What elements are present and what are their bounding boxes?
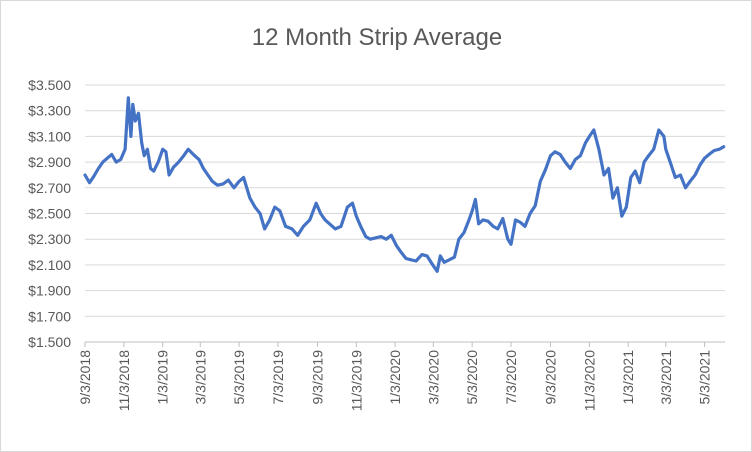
x-tick-label: 3/3/2021 (658, 350, 674, 405)
x-tick-label: 9/3/2019 (309, 350, 325, 405)
x-tick-label: 7/3/2019 (270, 350, 286, 405)
x-tick-label: 9/3/2018 (77, 350, 93, 405)
y-tick-label: $2.500 (28, 206, 71, 222)
x-tick-label: 1/3/2021 (620, 350, 636, 405)
x-tick-label: 3/3/2019 (192, 350, 208, 405)
x-axis-tick-labels: 9/3/2018 11/3/2018 1/3/2019 3/3/2019 5/3/201… (77, 342, 713, 411)
y-tick-label: $2.900 (28, 154, 71, 170)
y-tick-label: $3.500 (28, 77, 71, 93)
y-tick-label: $2.300 (28, 231, 71, 247)
x-tick-label: 1/3/2019 (155, 350, 171, 405)
series-line (83, 96, 726, 273)
x-tick-label: 5/3/2019 (231, 350, 247, 405)
y-tick-label: $3.300 (28, 103, 71, 119)
y-tick-label: $1.500 (28, 334, 71, 350)
x-tick-label: 11/3/2018 (116, 350, 132, 411)
y-tick-label: $2.700 (28, 180, 71, 196)
x-tick-label: 1/3/2020 (387, 350, 403, 405)
x-tick-label: 5/3/2021 (697, 350, 713, 405)
chart-title: 12 Month Strip Average (252, 24, 502, 51)
y-tick-label: $2.100 (28, 257, 71, 273)
x-tick-label: 11/3/2019 (348, 350, 364, 411)
x-tick-label: 5/3/2020 (464, 350, 480, 405)
x-tick-label: 7/3/2020 (503, 350, 519, 405)
gridlines (85, 84, 725, 317)
x-tick-label: 9/3/2020 (543, 350, 559, 405)
y-axis-tick-labels: $1.500 $1.700 $1.900 $2.100 $2.300 $2.500 $2.7… (28, 77, 71, 350)
series-group (83, 96, 726, 273)
y-tick-label: $1.900 (28, 283, 71, 299)
x-tick-label: 11/3/2020 (581, 350, 597, 411)
y-tick-label: $3.100 (28, 128, 71, 144)
x-tick-label: 3/3/2020 (425, 350, 441, 405)
y-tick-label: $1.700 (28, 308, 71, 324)
